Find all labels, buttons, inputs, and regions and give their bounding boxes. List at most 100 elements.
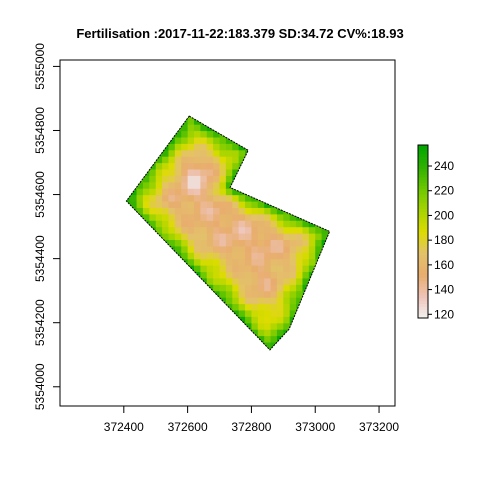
raster-cell — [219, 271, 227, 279]
raster-cell — [219, 290, 227, 298]
raster-cell — [206, 213, 214, 221]
raster-cell — [136, 220, 144, 228]
legend-swatch — [418, 286, 428, 290]
raster-cell — [200, 213, 208, 221]
raster-cell — [238, 149, 246, 157]
raster-cell — [181, 245, 189, 253]
raster-cell — [283, 213, 291, 221]
raster-cell — [283, 303, 291, 311]
raster-cell — [264, 303, 272, 311]
raster-cell — [245, 233, 253, 241]
raster-cell — [232, 239, 240, 247]
raster-cell — [302, 297, 310, 305]
raster-cell — [264, 207, 272, 215]
raster-cell — [270, 265, 278, 273]
raster-cell — [283, 335, 291, 343]
raster-cell — [225, 297, 233, 305]
raster-cell — [251, 220, 259, 228]
raster-cell — [213, 207, 221, 215]
raster-cell — [283, 316, 291, 324]
raster-cell — [181, 207, 189, 215]
legend-swatch — [418, 147, 428, 152]
raster-cell — [302, 233, 310, 241]
raster-cell — [321, 220, 329, 228]
raster-cell — [225, 188, 233, 196]
raster-cell — [162, 181, 170, 189]
raster-cell — [168, 136, 176, 144]
y-tick-label: 5354400 — [33, 235, 47, 282]
raster-cell — [270, 316, 278, 324]
raster-cell — [257, 220, 265, 228]
raster-cell — [225, 175, 233, 183]
raster-cell — [232, 226, 240, 234]
raster-cell — [187, 130, 195, 138]
raster-cell — [174, 226, 182, 234]
raster-cell — [200, 117, 208, 125]
raster-cell — [264, 284, 272, 292]
raster-cell — [168, 207, 176, 215]
raster-cell — [225, 213, 233, 221]
raster-cell — [270, 322, 278, 330]
legend-swatch — [418, 228, 428, 232]
raster-cell — [270, 233, 278, 241]
raster-cell — [276, 303, 284, 311]
raster-cell — [213, 220, 221, 228]
raster-cell — [200, 143, 208, 151]
raster-cell — [296, 265, 304, 273]
raster-cell — [264, 245, 272, 253]
raster-cell — [181, 265, 189, 273]
raster-layer — [126, 116, 330, 350]
raster-cell — [283, 290, 291, 298]
raster-cell — [270, 329, 278, 337]
raster-cell — [257, 207, 265, 215]
raster-cell — [187, 252, 195, 260]
raster-cell — [251, 297, 259, 305]
legend-swatch — [418, 182, 428, 186]
legend-swatch — [418, 219, 428, 224]
legend-swatch — [418, 292, 428, 296]
raster-cell — [289, 226, 297, 234]
x-tick-label: 372800 — [231, 420, 271, 434]
raster-cell — [308, 252, 316, 260]
raster-cell — [276, 341, 284, 349]
raster-cell — [168, 149, 176, 157]
raster-cell — [174, 200, 182, 208]
raster-cell — [251, 329, 259, 337]
raster-cell — [213, 277, 221, 285]
legend-swatch — [418, 234, 428, 238]
raster-cell — [174, 213, 182, 221]
raster-cell — [257, 303, 265, 311]
legend-swatch — [418, 263, 428, 267]
raster-cell — [245, 271, 253, 279]
raster-cell — [200, 124, 208, 132]
legend-swatch — [418, 274, 428, 279]
raster-cell — [136, 200, 144, 208]
raster-cell — [213, 194, 221, 202]
raster-cell — [187, 207, 195, 215]
raster-cell — [149, 233, 157, 241]
raster-cell — [238, 316, 246, 324]
raster-cell — [206, 207, 214, 215]
raster-cell — [194, 124, 201, 132]
raster-cell — [296, 252, 304, 260]
raster-cell — [251, 277, 259, 285]
raster-cell — [225, 130, 233, 138]
raster-cell — [219, 277, 227, 285]
raster-cell — [187, 143, 195, 151]
raster-cell — [194, 136, 201, 144]
raster-cell — [251, 265, 259, 273]
raster-cell — [264, 213, 272, 221]
raster-cell — [289, 207, 297, 215]
raster-cell — [251, 309, 259, 317]
raster-cell — [142, 220, 150, 228]
raster-cell — [194, 194, 201, 202]
raster-cell — [283, 239, 291, 247]
raster-cell — [245, 143, 253, 151]
raster-cell — [174, 245, 182, 253]
raster-cell — [232, 162, 240, 170]
raster-cell — [126, 188, 131, 196]
raster-cell — [162, 200, 170, 208]
legend-swatch — [418, 188, 428, 192]
raster-cell — [289, 297, 297, 305]
